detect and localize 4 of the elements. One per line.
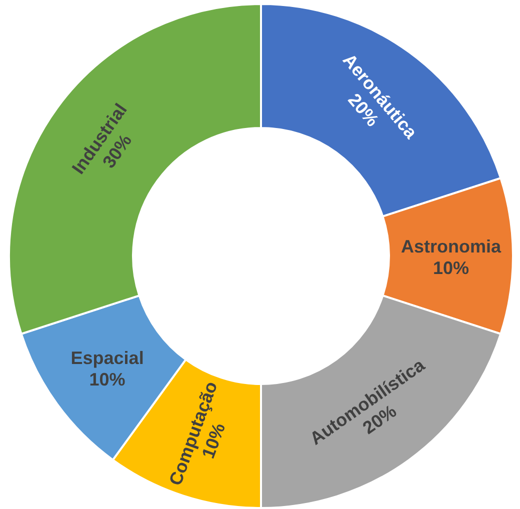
data-label: 10% — [89, 370, 126, 390]
data-label: 10% — [432, 258, 470, 278]
slice-label: Astronomia — [400, 236, 502, 256]
slice-label: Espacial — [70, 348, 144, 368]
